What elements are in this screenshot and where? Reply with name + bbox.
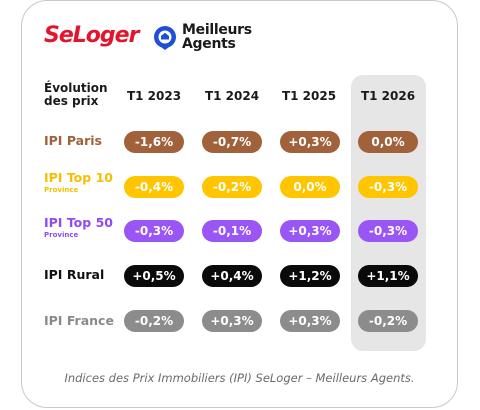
evolution-header: Évolution des prix [44,82,108,108]
house-pin-icon [154,26,176,50]
row-label-ipi-top-10: IPI Top 10 [44,170,113,185]
value-pill: +1,2% [280,265,340,287]
value-pill: -0,1% [202,220,262,242]
value-pill: +0,4% [202,265,262,287]
evolution-header-line2: des prix [44,94,99,108]
row-label-ipi-top-50: IPI Top 50 [44,215,113,230]
column-header-t1-2025: T1 2025 [281,89,337,103]
value-pill: +0,3% [280,220,340,242]
seloger-logo: SeLoger [44,23,139,48]
value-pill: +1,1% [358,265,418,287]
value-pill: -0,2% [358,310,418,332]
value-pill: +0,5% [124,265,184,287]
evolution-header-line1: Évolution [44,81,108,95]
value-pill: -0,3% [358,220,418,242]
highlight-column-t1-2026 [351,75,426,351]
row-label-ipi-france: IPI France [44,313,114,328]
value-pill: 0,0% [358,131,418,153]
value-pill: -0,3% [358,176,418,198]
value-pill: -0,2% [202,176,262,198]
row-sublabel-province: Province [44,186,79,194]
ma-logo-line2: Agents [182,36,236,52]
value-pill: +0,3% [280,310,340,332]
column-header-t1-2023: T1 2023 [126,89,182,103]
row-label-ipi-paris: IPI Paris [44,133,102,148]
meilleurs-agents-logo: Meilleurs Agents [182,23,252,51]
price-index-card: SeLoger Meilleurs Agents Évolution des p… [21,0,458,408]
row-label-ipi-rural: IPI Rural [44,267,105,282]
value-pill: -0,3% [124,220,184,242]
column-header-t1-2024: T1 2024 [204,89,260,103]
footnote: Indices des Prix Immobiliers (IPI) SeLog… [64,371,415,385]
value-pill: -1,6% [124,131,184,153]
value-pill: -0,4% [124,176,184,198]
value-pill: 0,0% [280,176,340,198]
value-pill: +0,3% [202,310,262,332]
column-header-t1-2026: T1 2026 [360,89,416,103]
row-sublabel-province: Province [44,231,79,239]
value-pill: -0,7% [202,131,262,153]
ma-logo-line1: Meilleurs [182,22,252,38]
value-pill: -0,2% [124,310,184,332]
value-pill: +0,3% [280,131,340,153]
